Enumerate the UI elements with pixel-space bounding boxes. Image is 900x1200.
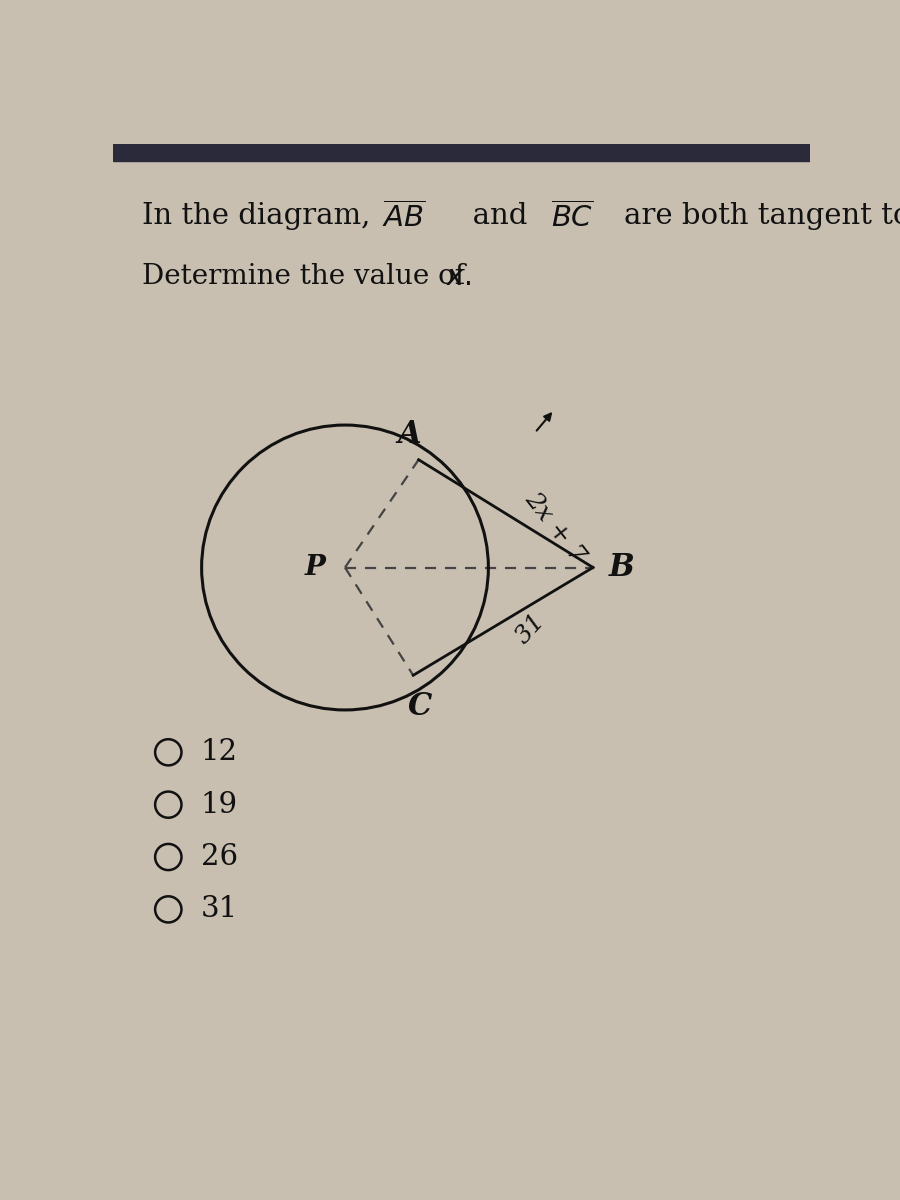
Text: are both tangent to ⊙  P.: are both tangent to ⊙ P.	[624, 202, 900, 229]
Bar	[112, 144, 810, 161]
Text: 31: 31	[511, 610, 549, 648]
Text: 12: 12	[201, 738, 238, 767]
Text: P: P	[305, 554, 326, 581]
Text: and: and	[458, 202, 542, 229]
Text: 26: 26	[201, 844, 238, 871]
Text: $x$.: $x$.	[446, 263, 471, 292]
Text: 2x + 7: 2x + 7	[520, 488, 589, 568]
Text: A: A	[398, 420, 421, 450]
Text: $\overline{\mathit{BC}}$: $\overline{\mathit{BC}}$	[551, 202, 593, 233]
Text: Determine the value of: Determine the value of	[142, 263, 474, 290]
Text: B: B	[608, 552, 634, 583]
Text: 19: 19	[201, 791, 238, 818]
Text: C: C	[408, 691, 431, 721]
Text: 31: 31	[201, 895, 238, 923]
Text: $\overline{\mathit{AB}}$: $\overline{\mathit{AB}}$	[382, 202, 426, 233]
Text: In the diagram,: In the diagram,	[142, 202, 385, 229]
